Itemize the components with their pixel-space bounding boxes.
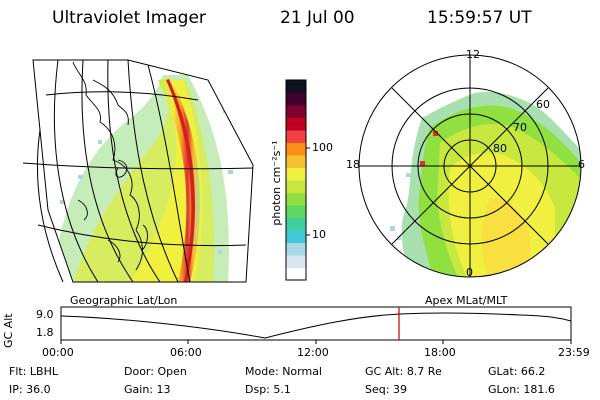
time-tick-2359: 23:59 — [558, 346, 590, 359]
status-text: Gain: — [124, 383, 153, 396]
status-glat: GLat: 66.2 — [488, 365, 545, 378]
gc-alt-axis-title: GC Alt — [2, 313, 15, 348]
colorbar-segment — [286, 92, 306, 106]
status-filter: Flt: LBHL — [9, 365, 58, 378]
alt-tick-1-8: 1.8 — [36, 326, 54, 339]
status-gain: Gain: 13 — [124, 383, 171, 396]
colorbar-segment — [286, 130, 306, 143]
status-text: GC Alt: — [365, 365, 404, 378]
colorbar-segment — [286, 267, 306, 281]
geographic-panel-label: Geographic Lat/Lon — [70, 294, 178, 307]
colorbar-segment — [286, 167, 306, 181]
colorbar: photon cm⁻²s⁻¹ — [270, 79, 310, 281]
status-seq: Seq: 39 — [365, 383, 407, 396]
status-text: Flt: — [9, 365, 27, 378]
geographic-map-panel — [22, 59, 254, 283]
status-text: GLat: — [488, 365, 518, 378]
mlat-label-80: 80 — [493, 142, 507, 155]
mlt-label-6: 6 — [578, 158, 585, 171]
status-text: Door: — [124, 365, 154, 378]
colorbar-tick-10: 10 — [312, 228, 326, 241]
status-glon: GLon: 181.6 — [488, 383, 555, 396]
status-dsp: Dsp: 5.1 — [245, 383, 291, 396]
status-text: LBHL — [29, 365, 58, 378]
status-door: Door: Open — [124, 365, 187, 378]
time-tick-1200: 12:00 — [297, 346, 329, 359]
status-text: 13 — [156, 383, 171, 396]
instrument-title: Ultraviolet Imager — [52, 8, 206, 28]
status-text: Mode: — [245, 365, 279, 378]
status-text: Open — [157, 365, 187, 378]
mlt-label-12: 12 — [466, 48, 480, 61]
colorbar-segment — [286, 192, 306, 206]
colorbar-segment — [286, 230, 306, 243]
status-text: Dsp: — [245, 383, 270, 396]
colorbar-segment — [286, 180, 306, 193]
status-gc-alt: GC Alt: 8.7 Re — [365, 365, 442, 378]
time-tick-0600: 06:00 — [170, 346, 202, 359]
mlt-label-0: 0 — [466, 266, 473, 279]
status-mode: Mode: Normal — [245, 365, 322, 378]
colorbar-segment — [286, 155, 306, 168]
status-text: IP: — [9, 383, 23, 396]
mlat-label-60: 60 — [536, 98, 550, 111]
status-text: 66.2 — [520, 365, 546, 378]
colorbar-segment — [286, 105, 306, 118]
colorbar-tick-100: 100 — [312, 141, 333, 154]
colorbar-segment — [286, 80, 306, 93]
status-text: GLon: — [488, 383, 520, 396]
image-date: 21 Jul 00 — [280, 8, 355, 28]
polar-mlt-panel — [358, 54, 582, 278]
alt-tick-9: 9.0 — [36, 308, 54, 321]
status-text: 39 — [392, 383, 407, 396]
colorbar-segment — [286, 255, 306, 268]
colorbar-segment — [286, 242, 306, 256]
status-text: 5.1 — [273, 383, 291, 396]
colorbar-segment — [286, 117, 306, 131]
time-tick-0000: 00:00 — [42, 346, 74, 359]
colorbar-segment — [286, 217, 306, 231]
colorbar-unit-label: photon cm⁻²s⁻¹ — [270, 140, 283, 225]
colorbar-segment — [286, 205, 306, 218]
status-text: 8.7 Re — [406, 365, 442, 378]
status-text: 181.6 — [523, 383, 555, 396]
image-time: 15:59:57 UT — [427, 8, 532, 28]
colorbar-segment — [286, 142, 306, 156]
status-text: Seq: — [365, 383, 390, 396]
time-tick-1800: 18:00 — [424, 346, 456, 359]
status-text: 36.0 — [26, 383, 51, 396]
status-text: Normal — [282, 365, 322, 378]
mlat-label-70: 70 — [513, 121, 527, 134]
status-ip: IP: 36.0 — [9, 383, 51, 396]
polar-panel-label: Apex MLat/MLT — [425, 294, 508, 307]
altitude-timeline — [60, 306, 572, 344]
mlt-label-18: 18 — [346, 158, 360, 171]
